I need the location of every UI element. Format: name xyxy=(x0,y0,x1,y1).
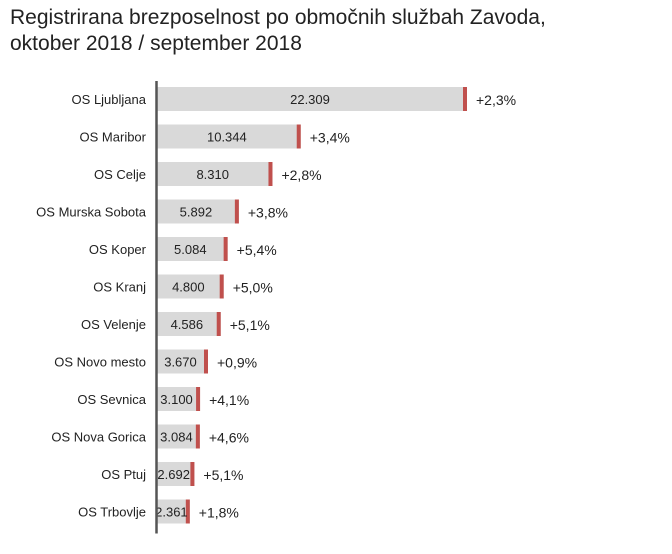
bar xyxy=(157,237,228,261)
bar-end-marker xyxy=(216,312,221,336)
bar xyxy=(157,87,467,111)
category-label: OS Kranj xyxy=(93,280,146,295)
category-label: OS Murska Sobota xyxy=(36,205,147,220)
category-label: OS Koper xyxy=(89,242,147,257)
category-label: OS Sevnica xyxy=(77,392,146,407)
change-label: +1,8% xyxy=(199,505,239,521)
bar-end-marker xyxy=(190,462,195,486)
value-label: 3.670 xyxy=(164,355,197,370)
bar-end-marker xyxy=(223,237,228,261)
bar xyxy=(157,462,195,486)
change-label: +2,8% xyxy=(281,167,321,183)
category-label: OS Ptuj xyxy=(101,467,146,482)
value-label: 2.692 xyxy=(157,467,190,482)
category-label: OS Ljubljana xyxy=(72,92,147,107)
value-label: 3.100 xyxy=(160,392,193,407)
bar xyxy=(157,162,273,186)
category-label: OS Maribor xyxy=(80,130,147,145)
change-label: +4,1% xyxy=(209,392,249,408)
bar-end-marker xyxy=(196,387,201,411)
change-label: +5,4% xyxy=(237,242,277,258)
change-label: +3,4% xyxy=(310,130,350,146)
chart-title-line-1: Registrirana brezposelnost po območnih s… xyxy=(10,6,546,29)
category-label: OS Novo mesto xyxy=(54,355,146,370)
value-label: 5.084 xyxy=(174,242,207,257)
chart-title: Registrirana brezposelnost po območnih s… xyxy=(10,5,670,57)
value-label: 4.586 xyxy=(171,317,204,332)
bar-end-marker xyxy=(203,349,208,374)
change-label: +5,1% xyxy=(230,317,270,333)
value-label: 2.361 xyxy=(155,505,188,520)
category-label: OS Trbovlje xyxy=(78,505,146,520)
bar-end-marker xyxy=(296,124,301,149)
bar-end-marker xyxy=(463,87,467,111)
chart-title-line-2: oktober 2018 / september 2018 xyxy=(10,32,302,55)
bar xyxy=(157,424,200,449)
value-label: 5.892 xyxy=(180,205,213,220)
category-label: OS Celje xyxy=(94,167,146,182)
bar-end-marker xyxy=(195,424,200,449)
bar xyxy=(157,499,190,524)
value-label: 10.344 xyxy=(207,130,247,145)
change-label: +5,1% xyxy=(203,467,243,483)
value-label: 3.084 xyxy=(160,430,193,445)
change-label: +2,3% xyxy=(476,92,516,108)
bar xyxy=(157,274,224,299)
bar xyxy=(157,199,239,224)
bar xyxy=(157,349,208,374)
bar xyxy=(157,387,201,411)
bar xyxy=(157,124,301,149)
change-label: +0,9% xyxy=(217,355,257,371)
bar-end-marker xyxy=(234,199,239,224)
value-label: 8.310 xyxy=(196,167,229,182)
value-label: 22.309 xyxy=(290,92,330,107)
change-label: +3,8% xyxy=(248,205,288,221)
bar-end-marker xyxy=(219,274,224,299)
bar-end-marker xyxy=(185,499,190,524)
change-label: +5,0% xyxy=(233,280,273,296)
bar xyxy=(157,312,221,336)
value-label: 4.800 xyxy=(172,280,205,295)
category-label: OS Nova Gorica xyxy=(51,430,146,445)
bar-end-marker xyxy=(268,162,273,186)
category-label: OS Velenje xyxy=(81,317,146,332)
change-label: +4,6% xyxy=(209,430,249,446)
